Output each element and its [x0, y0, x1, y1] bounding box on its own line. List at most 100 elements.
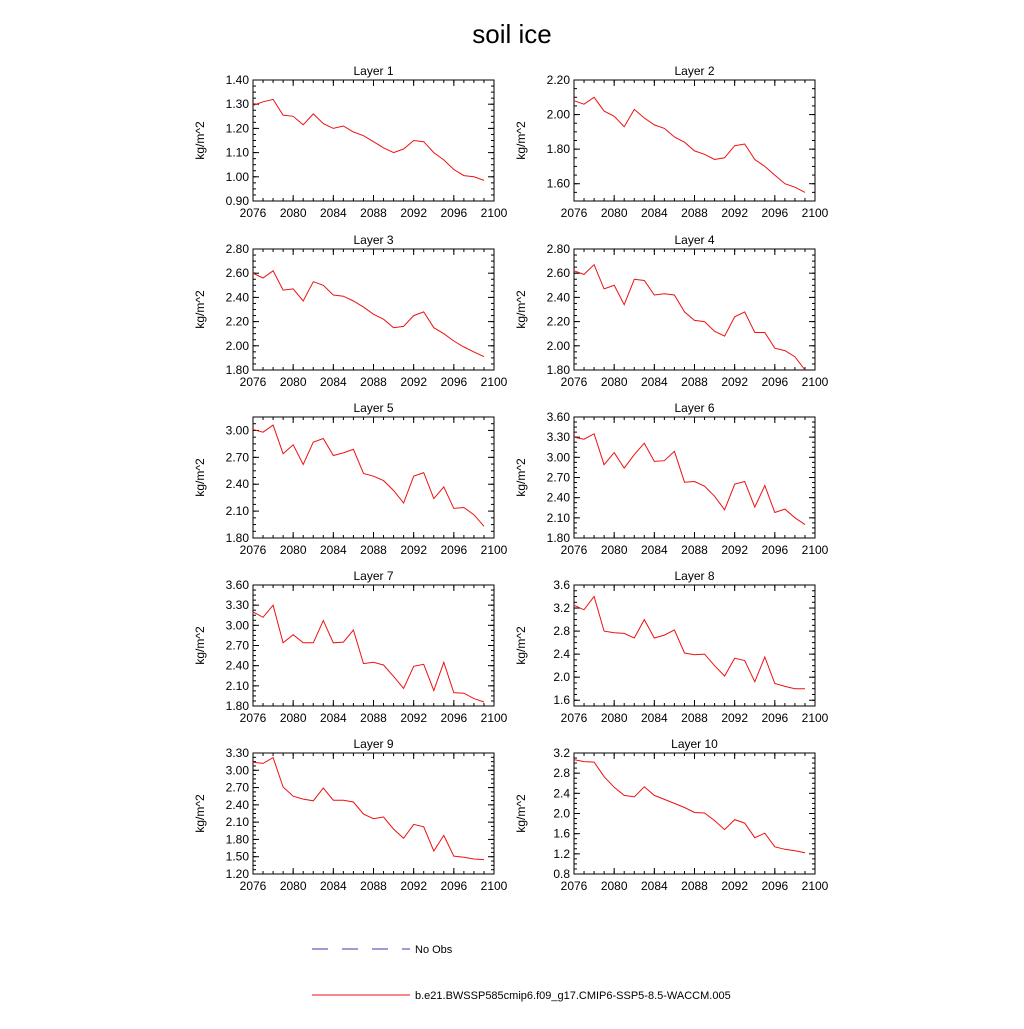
panel-layer-7: Layer 7 2076 2080 2084 2088 2092 2096 2100 1.80 2… — [193, 569, 508, 725]
y-tick-label: 2.40 — [226, 290, 250, 304]
y-tick-label: 3.30 — [226, 598, 250, 612]
plot-frame — [573, 416, 816, 539]
x-tick-label: 2096 — [761, 375, 788, 389]
panel-layer-2: Layer 2 2076 2080 2084 2088 2092 2096 2100 1.60 1… — [514, 64, 829, 220]
x-tick-label: 2100 — [481, 711, 508, 725]
y-tick-label: 1.00 — [226, 170, 250, 184]
panel-title: Layer 7 — [353, 569, 393, 583]
y-tick-label: 3.00 — [226, 423, 250, 437]
x-tick-label: 2100 — [802, 879, 829, 893]
y-tick-label: 2.00 — [547, 339, 571, 353]
y-tick-label: 2.00 — [226, 339, 250, 353]
x-tick-label: 2100 — [802, 375, 829, 389]
x-tick-label: 2096 — [761, 206, 788, 220]
x-tick-label: 2092 — [400, 206, 427, 220]
y-tick-label: 2.80 — [547, 242, 571, 256]
x-tick-label: 2096 — [440, 879, 467, 893]
x-tick-label: 2084 — [320, 711, 347, 725]
series-line-1 — [573, 595, 805, 690]
panel-layer-1: Layer 1 2076 2080 2084 2088 2092 2096 2100 0.90 1… — [193, 64, 508, 220]
y-tick-label: 1.80 — [226, 363, 250, 377]
legend-run-label: b.e21.BWSSP585cmip6.f09_g17.CMIP6-SSP5-8… — [415, 990, 731, 1002]
x-tick-label: 2096 — [440, 543, 467, 557]
y-tick-label: 1.30 — [226, 97, 250, 111]
series-line-1 — [252, 424, 485, 527]
x-tick-label: 2076 — [240, 879, 267, 893]
x-tick-label: 2080 — [280, 879, 307, 893]
legend-no-obs-label: No Obs — [415, 944, 453, 956]
x-tick-label: 2088 — [360, 543, 387, 557]
y-tick-label: 3.60 — [226, 578, 250, 592]
plot-frame — [252, 248, 495, 371]
x-tick-label: 2100 — [481, 879, 508, 893]
y-tick-label: 2.80 — [226, 242, 250, 256]
plot-frame — [573, 752, 816, 875]
y-tick-label: 1.80 — [226, 699, 250, 713]
x-tick-label: 2092 — [400, 543, 427, 557]
y-tick-label: 2.10 — [226, 815, 250, 829]
panel-layer-6: Layer 6 2076 2080 2084 2088 2092 2096 2100 1.80 2… — [514, 401, 829, 557]
y-tick-label: 2.4 — [553, 647, 570, 661]
y-tick-label: 3.30 — [226, 746, 250, 760]
y-tick-label: 1.50 — [226, 850, 250, 864]
plot-frame — [573, 584, 816, 707]
x-tick-label: 2080 — [280, 206, 307, 220]
x-tick-label: 2084 — [320, 879, 347, 893]
y-tick-label: 2.0 — [553, 670, 570, 684]
y-tick-label: 2.10 — [226, 504, 250, 518]
x-tick-label: 2076 — [561, 206, 588, 220]
y-tick-label: 1.6 — [553, 693, 570, 707]
x-tick-label: 2084 — [641, 543, 668, 557]
x-tick-label: 2088 — [681, 879, 708, 893]
x-tick-label: 2084 — [320, 543, 347, 557]
x-tick-label: 2076 — [561, 375, 588, 389]
x-tick-label: 2096 — [761, 543, 788, 557]
y-tick-label: 1.80 — [226, 531, 250, 545]
x-tick-label: 2092 — [721, 879, 748, 893]
y-tick-label: 2.40 — [547, 290, 571, 304]
y-tick-label: 2.40 — [226, 798, 250, 812]
plot-frame — [252, 416, 495, 539]
y-tick-label: 3.00 — [226, 763, 250, 777]
y-axis-label: kg/m^2 — [193, 290, 207, 329]
y-axis-label: kg/m^2 — [514, 458, 528, 497]
x-tick-label: 2088 — [360, 711, 387, 725]
y-tick-label: 2.70 — [226, 639, 250, 653]
y-tick-label: 3.6 — [553, 578, 570, 592]
y-tick-label: 2.4 — [553, 786, 570, 800]
x-tick-label: 2100 — [802, 711, 829, 725]
x-tick-label: 2076 — [561, 543, 588, 557]
x-tick-label: 2080 — [601, 711, 628, 725]
plot-frame — [252, 752, 495, 875]
panels: Layer 1 2076 2080 2084 2088 2092 2096 2100 0.90 1… — [193, 64, 829, 893]
series-line-1 — [573, 263, 806, 371]
x-tick-label: 2076 — [240, 206, 267, 220]
x-tick-label: 2088 — [360, 375, 387, 389]
plot-frame — [252, 584, 495, 707]
x-tick-label: 2096 — [761, 711, 788, 725]
x-tick-label: 2088 — [681, 543, 708, 557]
y-tick-label: 2.60 — [226, 266, 250, 280]
y-tick-label: 1.80 — [547, 363, 571, 377]
y-tick-label: 0.90 — [226, 194, 250, 208]
x-tick-label: 2100 — [802, 206, 829, 220]
x-tick-label: 2080 — [280, 711, 307, 725]
x-tick-label: 2100 — [481, 206, 508, 220]
x-tick-label: 2080 — [601, 543, 628, 557]
x-tick-label: 2092 — [721, 206, 748, 220]
x-tick-label: 2084 — [641, 206, 668, 220]
x-tick-label: 2080 — [601, 879, 628, 893]
y-tick-label: 1.2 — [553, 847, 570, 861]
y-tick-label: 1.80 — [547, 531, 571, 545]
series-line-1 — [252, 756, 485, 861]
panel-title: Layer 8 — [674, 569, 714, 583]
x-tick-label: 2096 — [440, 375, 467, 389]
x-tick-label: 2076 — [561, 711, 588, 725]
x-tick-label: 2076 — [240, 375, 267, 389]
x-tick-label: 2088 — [681, 711, 708, 725]
panel-title: Layer 10 — [671, 737, 718, 751]
x-tick-label: 2092 — [400, 879, 427, 893]
y-tick-label: 2.20 — [547, 73, 571, 87]
y-tick-label: 3.00 — [226, 618, 250, 632]
